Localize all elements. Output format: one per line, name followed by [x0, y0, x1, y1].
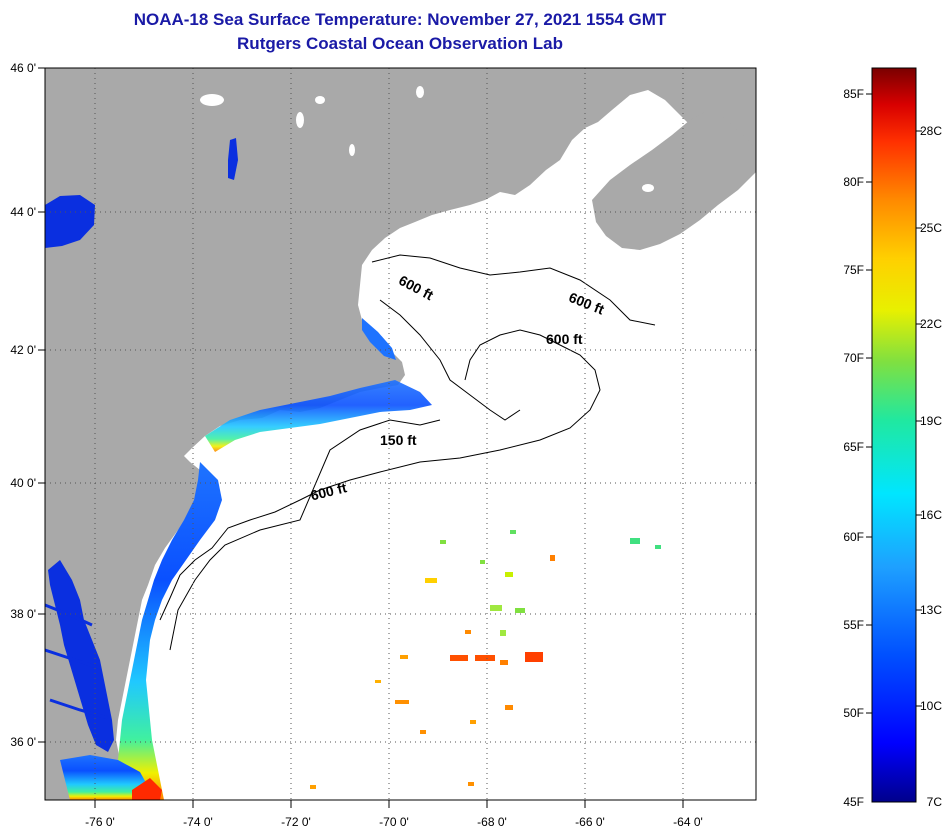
lon-label: -72 0' [281, 815, 311, 829]
colorbar-f-label: 65F [843, 440, 864, 454]
colorbar-f-label: 60F [843, 530, 864, 544]
inland-lake [296, 112, 304, 128]
lon-label: -76 0' [85, 815, 115, 829]
lon-label: -70 0' [379, 815, 409, 829]
chesapeake-bay [48, 560, 114, 752]
colorbar-c-label: 22C [920, 317, 942, 331]
pamlico-sound [60, 755, 150, 800]
contour-150ft [169, 419, 441, 651]
colorbar-c-label: 16C [920, 508, 942, 522]
colorbar [871, 67, 917, 803]
graticule [45, 68, 756, 800]
inland-lake [200, 94, 224, 106]
inland-lake [315, 96, 325, 104]
land-continent [45, 68, 756, 800]
colorbar-c-label: 10C [920, 699, 942, 713]
map-frame [44, 67, 757, 801]
lat-label: 46 0' [10, 61, 36, 75]
colorbar-c-label: 25C [920, 221, 942, 235]
river-1 [45, 603, 93, 627]
land-nova-scotia [592, 112, 756, 250]
lon-label: -64 0' [673, 815, 703, 829]
coastal-water-cape-cod [362, 318, 396, 360]
colorbar-ticks [866, 93, 922, 714]
inland-lake [349, 144, 355, 156]
inland-lake [642, 184, 654, 192]
map-title: NOAA-18 Sea Surface Temperature: Novembe… [133, 10, 667, 29]
colorbar-f-label: 75F [843, 263, 864, 277]
contour-label: 150 ft [380, 432, 417, 448]
colorbar-f-label: 50F [843, 706, 864, 720]
lat-label: 42 0' [10, 343, 36, 357]
axis-ticks [38, 67, 684, 808]
river-2 [45, 648, 101, 670]
contour-600ft [159, 329, 601, 621]
colorbar-c-label: 7C [927, 795, 943, 809]
colorbar-c-label: 28C [920, 124, 942, 138]
colorbar-f-label: 45F [843, 795, 864, 809]
colorbar-c-label: 13C [920, 603, 942, 617]
coastal-water-new-york [205, 380, 432, 452]
map-subtitle: Rutgers Coastal Ocean Observation Lab [237, 34, 563, 53]
sst-data-patches [310, 530, 661, 789]
contour-georges [379, 299, 521, 421]
lon-label: -66 0' [575, 815, 605, 829]
colorbar-c-label: 19C [920, 414, 942, 428]
colorbar-f-label: 80F [843, 175, 864, 189]
contour-gulf-maine [371, 254, 656, 326]
lat-label: 40 0' [10, 476, 36, 490]
lake-champlain [228, 138, 238, 180]
lat-label: 36 0' [10, 735, 36, 749]
lon-label: -68 0' [477, 815, 507, 829]
river-3 [49, 698, 109, 720]
colorbar-f-label: 70F [843, 351, 864, 365]
warm-water-cape-hatteras [132, 778, 162, 800]
colorbar-f-label: 55F [843, 618, 864, 632]
lat-label: 38 0' [10, 607, 36, 621]
lon-label: -74 0' [183, 815, 213, 829]
coastal-water-mid-atlantic [100, 462, 222, 800]
contour-label: 600 ft [546, 331, 583, 347]
lat-label: 44 0' [10, 205, 36, 219]
colorbar-f-label: 85F [843, 87, 864, 101]
lake-ontario [45, 195, 95, 248]
inland-lake [416, 86, 424, 98]
